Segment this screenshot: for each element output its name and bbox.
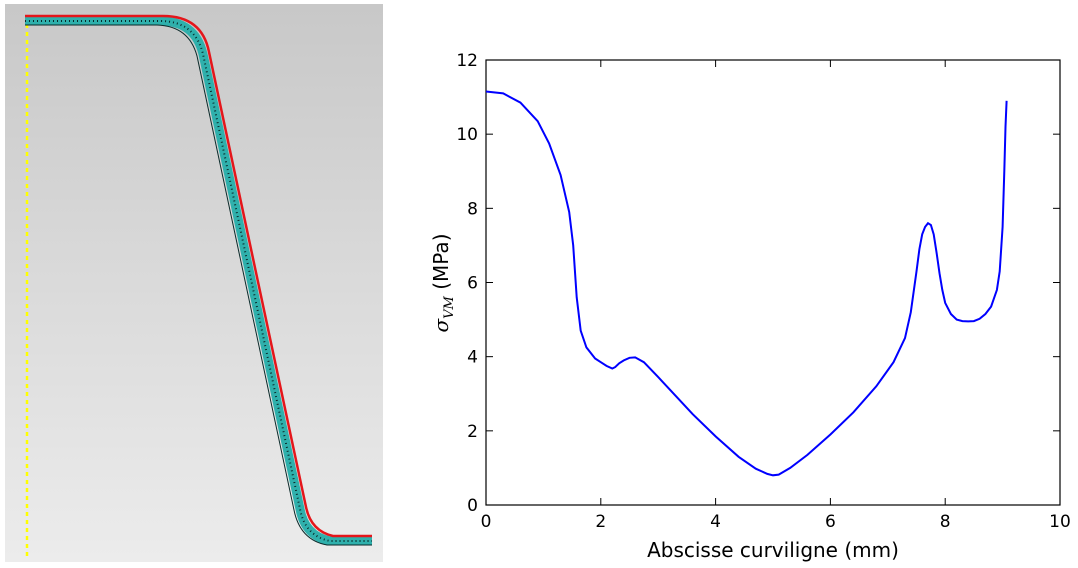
y-tick-label: 8 <box>467 199 478 219</box>
y-tick-label: 12 <box>456 51 478 71</box>
x-tick-label: 0 <box>481 512 492 532</box>
x-tick-label: 6 <box>825 512 836 532</box>
y-tick-label: 6 <box>467 274 478 294</box>
plot-area <box>485 59 1061 506</box>
x-tick-label: 2 <box>595 512 606 532</box>
y-axis-label: σVM (MPa) <box>429 234 457 333</box>
mesh-inner-edge <box>25 24 372 546</box>
y-axis-label-unit: (MPa) <box>429 234 453 297</box>
y-tick-label: 2 <box>467 422 478 442</box>
y-axis-label-symbol: σ <box>429 318 453 333</box>
mesh-figure <box>5 4 383 562</box>
y-tick-label: 4 <box>467 348 478 368</box>
series-line <box>485 90 1008 477</box>
axis-tick-labels: 0 2 4 6 8 10 0 2 4 6 8 10 12 <box>456 51 1070 532</box>
mesh-band <box>25 16 372 546</box>
axis-ticks <box>485 59 1061 506</box>
x-tick-label: 4 <box>710 512 721 532</box>
outer-surface-line <box>25 14 372 538</box>
stress-chart: 0 2 4 6 8 10 0 2 4 6 8 10 12 Abscisse curviligne (mm… <box>429 51 1071 562</box>
x-tick-label: 8 <box>940 512 951 532</box>
x-tick-label: 10 <box>1049 512 1071 532</box>
x-axis-label: Abscisse curviligne (mm) <box>647 538 899 562</box>
y-tick-label: 0 <box>467 496 478 516</box>
y-tick-label: 10 <box>456 125 478 145</box>
y-axis-label-subscript: VM <box>442 295 457 318</box>
mesh-background <box>5 4 383 562</box>
